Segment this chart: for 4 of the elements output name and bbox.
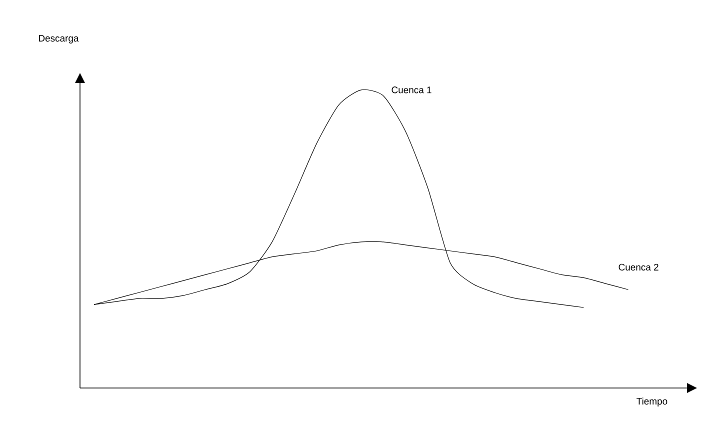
x-axis-title: Tiempo — [636, 398, 668, 406]
y-axis-title: Descarga — [39, 34, 79, 44]
series-label: Cuenca 1 — [392, 86, 432, 94]
series-label: Cuenca 2 — [618, 264, 658, 271]
